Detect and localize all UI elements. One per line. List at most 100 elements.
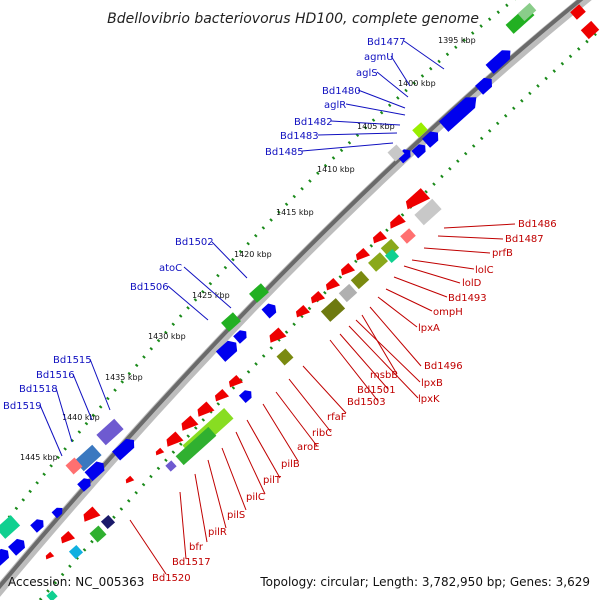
gene-arrow[interactable] [89, 525, 107, 543]
gene-label-red[interactable]: Bd1496 [424, 361, 463, 372]
gene-arrow[interactable] [100, 514, 116, 530]
gene-arrow[interactable] [8, 536, 28, 556]
gene-label-blue[interactable]: Bd1482 [294, 117, 333, 128]
gene-arrow[interactable] [154, 447, 165, 458]
gene-arrow[interactable] [485, 46, 515, 74]
gene-arrow[interactable] [175, 426, 217, 466]
gene-label-blue[interactable]: Bd1519 [3, 401, 42, 412]
gene-arrow[interactable] [403, 188, 431, 214]
gene-label-red[interactable]: Bd1486 [518, 219, 557, 230]
gene-arrow[interactable] [475, 75, 496, 95]
gene-arrow[interactable] [68, 544, 84, 560]
gene-arrow[interactable] [387, 144, 405, 162]
gene-label-blue[interactable]: Bd1506 [130, 282, 169, 293]
gene-arrow[interactable] [338, 283, 358, 303]
gene-arrow[interactable] [238, 388, 255, 404]
gene-label-red[interactable]: pilS [227, 510, 245, 521]
gene-arrow[interactable] [195, 401, 215, 422]
gene-arrow[interactable] [324, 277, 341, 294]
gene-arrow[interactable] [387, 214, 406, 232]
gene-label-red[interactable]: pilC [246, 492, 265, 503]
gene-label-red[interactable]: prfB [492, 248, 513, 259]
gene-label-red[interactable]: Bd1517 [172, 557, 211, 568]
gene-arrow[interactable] [249, 283, 269, 303]
gene-label-red[interactable]: bfr [189, 542, 204, 553]
gene-arrow[interactable] [384, 248, 400, 264]
gene-arrow[interactable] [380, 238, 400, 258]
gene-arrow[interactable] [371, 230, 388, 247]
gene-arrow[interactable] [44, 551, 55, 562]
gene-arrow[interactable] [51, 505, 66, 519]
gene-arrow[interactable] [77, 476, 93, 492]
gene-arrow[interactable] [267, 327, 287, 348]
gene-label-red[interactable]: lpxB [421, 378, 443, 389]
gene-arrow[interactable] [0, 515, 21, 539]
gene-label-red[interactable]: ribC [312, 428, 332, 439]
gene-label-red[interactable]: Bd1520 [152, 573, 191, 584]
gene-arrow[interactable] [112, 436, 138, 461]
gene-arrow[interactable] [580, 20, 600, 40]
gene-arrow[interactable] [164, 431, 184, 452]
gene-arrow[interactable] [84, 459, 108, 482]
gene-arrow[interactable] [438, 92, 481, 132]
gene-label-red[interactable]: Bd1503 [347, 397, 386, 408]
gene-label-red[interactable]: lpxK [418, 394, 440, 405]
gene-label-red[interactable]: pilB [281, 459, 300, 470]
gene-arrow[interactable] [165, 460, 177, 472]
gene-arrow[interactable] [30, 517, 46, 533]
gene-label-red[interactable]: lpxA [418, 323, 440, 334]
gene-arrow[interactable] [233, 328, 249, 344]
gene-label-blue[interactable]: Bd1485 [265, 147, 304, 158]
gene-label-red[interactable]: msbB [370, 370, 398, 381]
gene-arrow[interactable] [350, 270, 370, 290]
gene-arrow[interactable] [400, 228, 416, 244]
gene-arrow[interactable] [227, 374, 244, 391]
gene-arrow[interactable] [368, 252, 388, 272]
gene-arrow[interactable] [354, 247, 371, 264]
gene-label-blue[interactable]: Bd1518 [19, 384, 58, 395]
gene-arrow[interactable] [0, 546, 12, 566]
gene-arrow[interactable] [65, 457, 83, 475]
gene-label-blue[interactable]: Bd1515 [53, 355, 92, 366]
gene-label-red[interactable]: pilR [208, 527, 227, 538]
gene-arrow[interactable] [517, 2, 537, 22]
gene-label-red[interactable]: lolC [475, 265, 494, 276]
gene-arrow[interactable] [411, 142, 428, 159]
gene-label-blue[interactable]: aglR [324, 100, 346, 111]
gene-arrow[interactable] [221, 312, 241, 332]
gene-label-blue[interactable]: Bd1483 [280, 131, 319, 142]
gene-label-blue[interactable]: Bd1477 [367, 37, 406, 48]
gene-arrow[interactable] [339, 262, 356, 279]
gene-label-blue[interactable]: Bd1480 [322, 86, 361, 97]
gene-arrow[interactable] [213, 388, 230, 405]
gene-arrow[interactable] [276, 348, 294, 366]
gene-label-red[interactable]: Bd1493 [448, 293, 487, 304]
gene-label-red[interactable]: Bd1487 [505, 234, 544, 245]
gene-arrow[interactable] [179, 415, 199, 436]
gene-arrow[interactable] [412, 122, 428, 138]
gene-arrow[interactable] [96, 418, 124, 446]
gene-label-red[interactable]: ompH [433, 307, 463, 318]
gene-arrow[interactable] [294, 304, 311, 321]
gene-arrow[interactable] [414, 198, 442, 226]
gene-arrow[interactable] [124, 475, 135, 486]
gene-arrow[interactable] [261, 301, 280, 319]
gene-label-blue[interactable]: agmU [364, 52, 394, 63]
gene-arrow[interactable] [422, 128, 442, 148]
gene-arrow[interactable] [320, 298, 346, 322]
gene-arrow[interactable] [81, 506, 101, 527]
gene-label-red[interactable]: Bd1501 [357, 385, 396, 396]
gene-label-blue[interactable]: aglS [356, 68, 378, 79]
gene-arrow[interactable] [309, 290, 326, 307]
gene-label-blue[interactable]: atoC [159, 263, 182, 274]
gene-arrow[interactable] [570, 4, 586, 20]
gene-arrow[interactable] [215, 337, 241, 362]
gene-label-red[interactable]: aroE [297, 442, 319, 453]
gene-label-blue[interactable]: Bd1502 [175, 237, 214, 248]
gene-arrow[interactable] [59, 530, 76, 547]
gene-label-red[interactable]: pilT [263, 475, 282, 486]
gene-arrow[interactable] [74, 444, 102, 472]
gene-label-red[interactable]: lolD [462, 278, 482, 289]
gene-label-blue[interactable]: Bd1516 [36, 370, 75, 381]
gene-label-red[interactable]: rfaF [327, 412, 347, 423]
